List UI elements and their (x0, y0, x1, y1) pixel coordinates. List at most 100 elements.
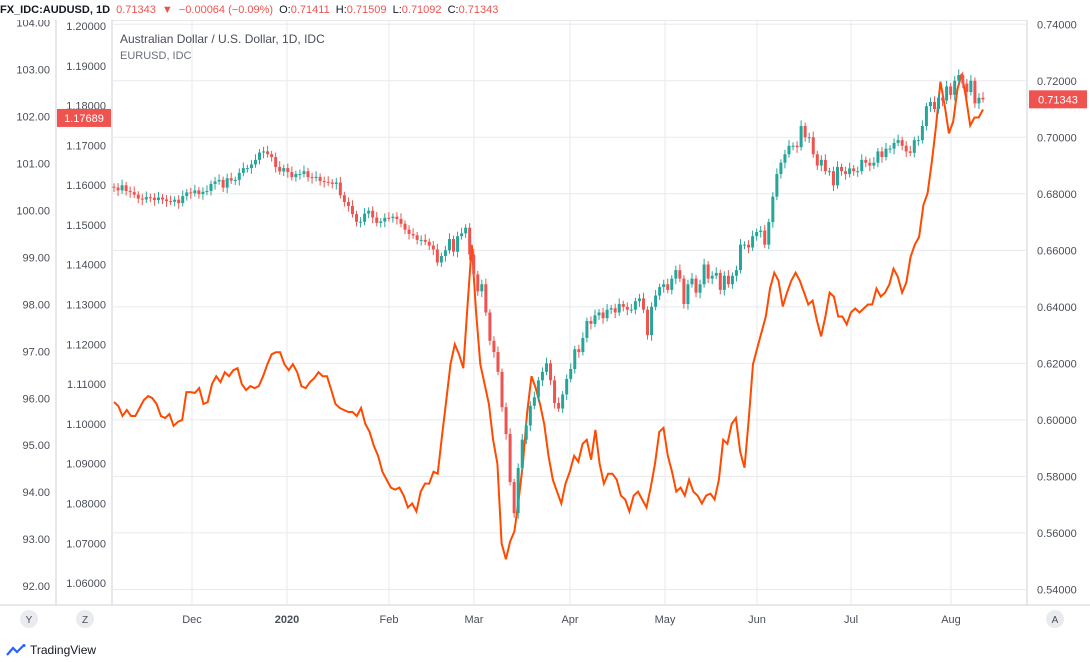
candle-body (880, 151, 884, 158)
candle-body (860, 159, 864, 172)
candle-body (136, 194, 140, 199)
candle-body (363, 213, 367, 222)
low-value: 0.71092 (401, 4, 442, 16)
candle-body (435, 249, 439, 263)
candle-body (528, 405, 532, 426)
tradingview-logo[interactable]: TradingView (6, 641, 96, 659)
x-axis-tick: Jul (844, 614, 858, 626)
candle-body (892, 142, 896, 149)
candle-body (140, 198, 144, 200)
left-axis-1-tick: 100.00 (16, 205, 50, 217)
candle-body (916, 140, 920, 142)
candle-body (953, 80, 957, 95)
candle-body (977, 97, 981, 104)
candle-body (795, 145, 799, 148)
candle-body (464, 227, 468, 234)
candle-body (290, 172, 294, 178)
candle-body (237, 172, 241, 180)
candle-body (197, 190, 201, 195)
high-label: H: (335, 4, 347, 16)
left-axis-2-tick: 1.14000 (66, 260, 106, 272)
candle-body (779, 162, 783, 175)
legend-main-series: Australian Dollar / U.S. Dollar, 1D, IDC (120, 32, 325, 46)
left-axis-1-tick: 95.00 (22, 440, 50, 452)
candle-body (650, 306, 654, 336)
left-axis-1-tick: 94.00 (22, 487, 50, 499)
candle-body (391, 216, 395, 219)
left-axis-1-tick: 93.00 (22, 534, 50, 546)
candle-body (912, 140, 916, 153)
candle-body (831, 171, 835, 186)
candle-body (355, 214, 359, 222)
candle-body (443, 250, 447, 256)
candle-body (937, 97, 941, 110)
left-axis-2-tick: 1.20000 (66, 21, 106, 33)
open-label: O: (279, 4, 291, 16)
candle-body (945, 86, 949, 101)
candle-body (827, 171, 831, 173)
left-axis-2-tick: 1.10000 (66, 419, 106, 431)
candle-body (941, 97, 945, 101)
symbol-label[interactable]: FX_IDC:AUDUSD, 1D (0, 4, 111, 16)
right-axis-tick: 0.62000 (1037, 358, 1077, 370)
candle-body (848, 168, 852, 175)
candle-body (213, 181, 217, 184)
candle-body (593, 315, 597, 324)
candle-body (949, 86, 953, 95)
left-axis-1-tick: 103.00 (16, 64, 50, 76)
candle-body (726, 275, 730, 285)
candle-body (314, 176, 318, 178)
candle-body (690, 278, 694, 285)
eurusd-line (113, 73, 984, 560)
candle-body (447, 239, 451, 251)
candle-body (730, 275, 734, 285)
candle-body (565, 378, 569, 395)
left-axis-2-tick: 1.08000 (66, 499, 106, 511)
candle-body (601, 312, 605, 319)
candle-body (161, 197, 165, 200)
price-chart[interactable]: 0.74000 0.72000 0.70000 0.68000 0.66000 0.640… (0, 20, 1090, 634)
candle-body (298, 174, 302, 176)
candle-body (738, 244, 742, 271)
scale-z-button-bg (76, 610, 94, 628)
candle-body (488, 312, 492, 341)
candle-body (350, 205, 354, 215)
candle-body (383, 217, 387, 222)
candle-body (456, 236, 460, 252)
right-axis-tick: 0.74000 (1037, 20, 1077, 31)
candle-body (807, 137, 811, 139)
chart-header: FX_IDC:AUDUSD, 1D 0.71343 ▼ −0.00064 (−0… (0, 0, 1090, 20)
candle-body (193, 190, 197, 194)
candle-body (419, 239, 423, 241)
candle-body (334, 182, 338, 184)
x-axis-tick: Jun (748, 614, 766, 626)
candle-body (209, 183, 213, 191)
candle-body (747, 244, 751, 248)
candle-body (621, 304, 625, 307)
candle-body (961, 75, 965, 84)
candle-body (751, 236, 755, 248)
candle-body (431, 245, 435, 250)
candle-body (492, 340, 496, 353)
candle-body (549, 363, 553, 381)
candle-body (439, 255, 443, 263)
candle-body (233, 179, 237, 181)
candle-body (282, 168, 286, 172)
candle-body (658, 287, 662, 296)
candle-body (152, 197, 156, 201)
candle-body (803, 125, 807, 138)
candle-body (116, 187, 120, 191)
candle-body (698, 284, 702, 293)
candle-body (544, 363, 548, 372)
left-axis-2-tick: 1.15000 (66, 220, 106, 232)
x-axis-tick: Dec (182, 614, 202, 626)
candle-body (662, 284, 666, 288)
candle-body (633, 301, 637, 310)
candle-body (674, 270, 678, 279)
candle-body (625, 306, 629, 310)
candle-body (771, 196, 775, 223)
candle-body (637, 298, 641, 302)
candle-body (496, 352, 500, 372)
candle-body (217, 179, 221, 182)
candle-body (310, 177, 314, 179)
